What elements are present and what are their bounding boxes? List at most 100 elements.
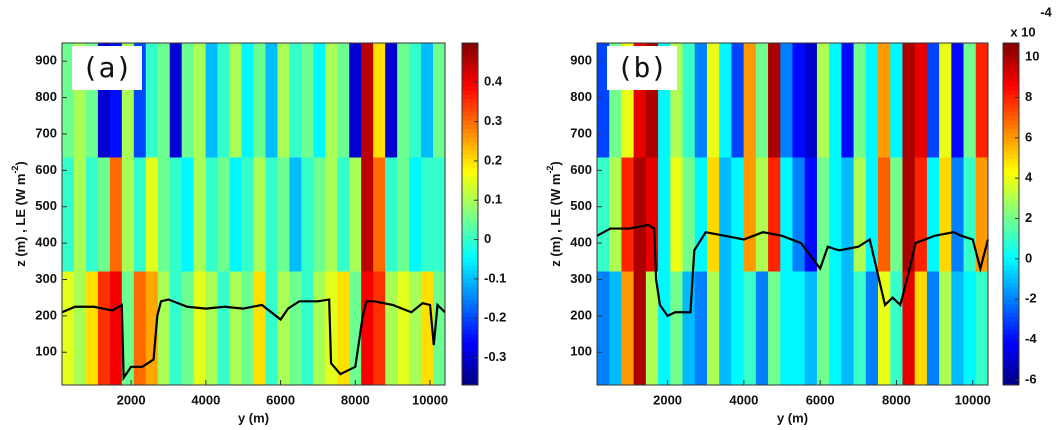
- colorbar-tick-label: 0: [484, 231, 491, 246]
- heat-cell: [878, 43, 891, 158]
- x-tick-label: 2000: [117, 392, 146, 407]
- colorbar-swatch: [462, 273, 478, 279]
- y-tick-label: 100: [35, 344, 57, 359]
- colorbar-swatch: [462, 55, 478, 61]
- y-tick-label: 800: [35, 89, 57, 104]
- colorbar-multiplier: x 10: [1010, 24, 1035, 39]
- heat-cell: [768, 43, 781, 158]
- colorbar-swatch: [1003, 43, 1019, 48]
- heat-cell: [963, 157, 977, 272]
- heat-cell: [902, 43, 916, 158]
- heat-cell: [397, 43, 410, 158]
- y-tick-label: 900: [570, 53, 592, 68]
- y-tick-label: 500: [35, 198, 57, 213]
- colorbar-swatch: [462, 312, 478, 318]
- heat-cell: [337, 271, 350, 386]
- heat-cell: [193, 271, 207, 386]
- colorbar-swatch: [1003, 179, 1019, 185]
- x-tick-label: 4000: [191, 392, 220, 407]
- y-tick-label: 800: [570, 89, 592, 104]
- heat-cell: [73, 157, 87, 272]
- colorbar-swatch: [462, 90, 478, 95]
- heat-cell: [841, 271, 855, 386]
- x-tick-label: 10000: [955, 392, 991, 407]
- colorbar-swatch: [1003, 312, 1019, 318]
- heat-cell: [841, 43, 855, 158]
- heat-cell: [253, 157, 266, 272]
- heat-cell: [205, 43, 219, 158]
- heat-cell: [609, 271, 622, 386]
- colorbar-swatch: [462, 145, 478, 151]
- heat-cell: [349, 157, 362, 272]
- heat-cell: [289, 157, 302, 272]
- colorbar-swatch: [462, 102, 478, 108]
- colorbar-swatch: [462, 137, 478, 142]
- heat-cell: [621, 271, 635, 386]
- y-axis-label-sup: -2: [10, 166, 20, 174]
- colorbar-swatch: [462, 201, 478, 206]
- y-tick-label: 400: [570, 235, 592, 250]
- heat-cell: [951, 43, 965, 158]
- heat-cell: [878, 271, 891, 386]
- heat-cell: [169, 157, 183, 272]
- heat-cell: [409, 271, 422, 386]
- heat-cell: [157, 271, 171, 386]
- colorbar-swatch: [462, 188, 478, 194]
- heat-cell: [421, 157, 434, 272]
- colorbar-swatch: [462, 119, 478, 125]
- colorbar-swatch: [1003, 363, 1019, 369]
- colorbar-swatch: [1003, 145, 1019, 151]
- heat-cell: [253, 271, 266, 386]
- colorbar-frame: [1002, 42, 1020, 386]
- colorbar-swatch: [1003, 308, 1019, 313]
- colorbar-swatch: [462, 261, 478, 266]
- y-axis-label-text: z (m) , LE (W m: [548, 174, 563, 267]
- heat-cell: [755, 157, 769, 272]
- heat-cell: [878, 157, 891, 272]
- colorbar-swatch: [1003, 320, 1019, 326]
- colorbar-swatch: [1003, 261, 1019, 266]
- heat-cell: [145, 157, 159, 272]
- colorbar-swatch: [462, 248, 478, 253]
- colorbar-swatch: [462, 184, 478, 189]
- heat-cell: [719, 157, 732, 272]
- colorbar-tick-label: 0: [1025, 250, 1032, 265]
- heat-cell: [658, 157, 671, 272]
- colorbar-swatch: [462, 303, 478, 309]
- heat-cell: [85, 157, 99, 272]
- colorbar-swatch: [1003, 243, 1019, 249]
- colorbar-swatch: [462, 158, 478, 164]
- heat-cell: [951, 157, 965, 272]
- colorbar-exponent: -4: [1040, 4, 1052, 19]
- colorbar-swatch: [1003, 286, 1019, 292]
- colorbar-swatch: [462, 278, 478, 283]
- heat-cell: [62, 157, 75, 272]
- heat-cell: [865, 271, 879, 386]
- x-tick-label: 4000: [729, 392, 758, 407]
- heat-cell: [682, 43, 696, 158]
- colorbar-swatch: [1003, 158, 1019, 164]
- colorbar-swatch: [1003, 102, 1019, 108]
- heat-cell: [670, 157, 684, 272]
- heat-cell: [743, 271, 757, 386]
- y-tick-label: 600: [570, 162, 592, 177]
- colorbar-swatch: [462, 316, 478, 322]
- heat-cell: [645, 271, 659, 386]
- heat-cell: [385, 43, 398, 158]
- plot-frame: [596, 42, 989, 386]
- colorbar-tick-label: -4: [1025, 331, 1037, 346]
- colorbar-swatch: [462, 209, 478, 215]
- heat-cell: [768, 271, 781, 386]
- colorbar-swatch: [1003, 111, 1019, 117]
- colorbar-tick-label: -0.3: [484, 349, 506, 364]
- colorbar-swatch: [462, 235, 478, 241]
- colorbar-swatch: [462, 111, 478, 117]
- colorbar-swatch: [462, 372, 478, 377]
- colorbar-swatch: [1003, 64, 1019, 70]
- colorbar-swatch: [1003, 196, 1019, 202]
- heat-cell: [265, 157, 278, 272]
- colorbar-swatch: [1003, 299, 1019, 305]
- colorbar-swatch: [462, 68, 478, 74]
- heat-cell: [731, 271, 745, 386]
- colorbar-swatch: [1003, 355, 1019, 360]
